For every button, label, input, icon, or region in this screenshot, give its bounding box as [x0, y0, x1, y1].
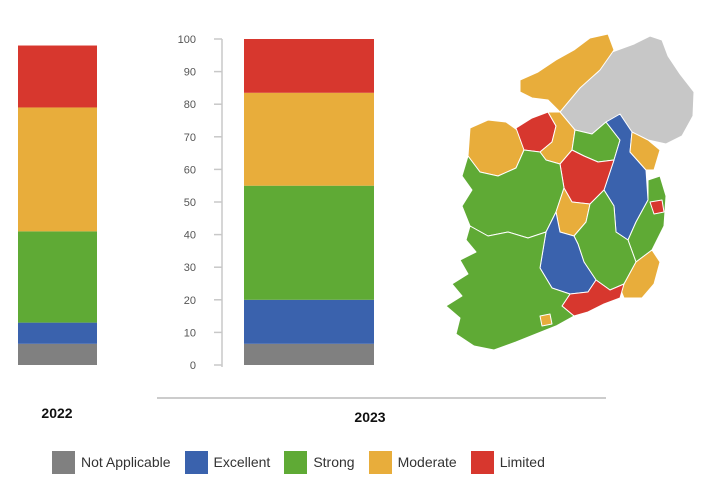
bar-2023-excellent — [244, 299, 374, 344]
y-tick-label: 70 — [184, 132, 196, 144]
legend: Not Applicable Excellent Strong Moderate Lim… — [52, 450, 559, 474]
ireland-map-icon — [445, 33, 695, 351]
bar-2022-moderate — [18, 107, 97, 232]
legend-swatch — [284, 450, 308, 474]
x-label-2022: 2022 — [41, 405, 72, 421]
legend-item-excellent: Excellent — [184, 450, 271, 474]
legend-label: Excellent — [213, 454, 271, 470]
legend-item-not-applicable: Not Applicable — [52, 450, 171, 474]
stacked-bars — [18, 39, 374, 365]
bar-2023-limited — [244, 39, 374, 93]
legend-item-limited: Limited — [470, 450, 545, 474]
x-axis-labels: 2022 2023 — [41, 405, 385, 425]
bar-2022-not-applicable — [18, 343, 97, 365]
map-region-moderate-southwest — [539, 313, 553, 327]
bar-2023-not-applicable — [244, 343, 374, 365]
y-axis-ticks: 0 10 20 30 40 50 60 70 80 90 100 — [178, 34, 222, 372]
legend-label: Strong — [313, 454, 355, 470]
y-tick-label: 100 — [178, 34, 196, 46]
legend-label: Limited — [499, 454, 545, 470]
legend-label: Not Applicable — [81, 454, 171, 470]
legend-item-moderate: Moderate — [368, 450, 457, 474]
x-label-2023: 2023 — [354, 409, 385, 425]
bar-2023-strong — [244, 185, 374, 300]
y-tick-label: 40 — [184, 230, 196, 242]
legend-item-strong: Strong — [284, 450, 355, 474]
legend-swatch — [368, 450, 392, 474]
bar-2023-moderate — [244, 92, 374, 186]
legend-swatch — [52, 450, 75, 474]
bar-2022-excellent — [18, 322, 97, 344]
y-tick-label: 0 — [190, 360, 196, 372]
y-tick-label: 20 — [184, 295, 196, 307]
map-region-limited-dublin — [649, 199, 665, 215]
y-tick-label: 60 — [184, 164, 196, 176]
map-region-northwest — [519, 33, 615, 113]
legend-swatch — [184, 450, 208, 474]
bar-2022-limited — [18, 45, 97, 108]
y-tick-label: 80 — [184, 99, 196, 111]
y-tick-label: 30 — [184, 262, 196, 274]
legend-swatch — [470, 450, 494, 474]
bar-2022-strong — [18, 231, 97, 323]
y-tick-label: 90 — [184, 67, 196, 79]
y-tick-label: 10 — [184, 327, 196, 339]
map-region-moderate-east — [629, 131, 661, 171]
legend-label: Moderate — [397, 454, 457, 470]
y-tick-label: 50 — [184, 197, 196, 209]
